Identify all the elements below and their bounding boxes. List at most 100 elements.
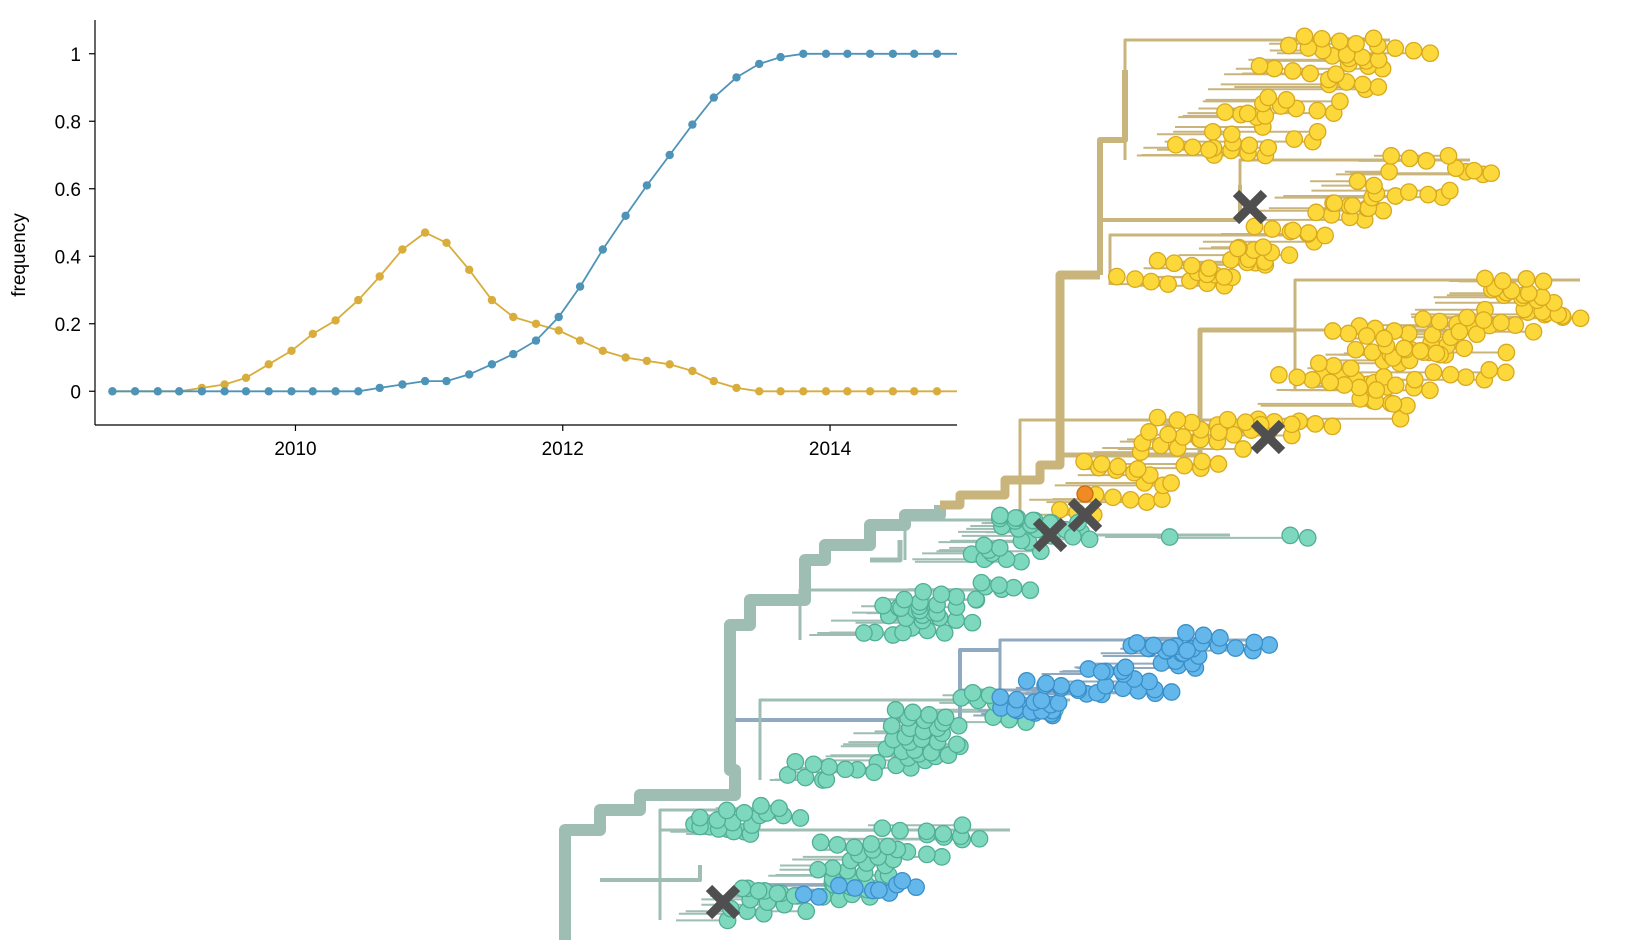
tree-tip — [1467, 325, 1486, 344]
tree-tip — [1037, 674, 1055, 693]
series-0-point — [331, 316, 340, 325]
tree-tip — [786, 752, 805, 771]
frequency-chart: 0 0.2 0.4 0.6 0.8 1 2010 2012 2014 frequency — [9, 20, 957, 460]
series-0-point — [755, 387, 764, 396]
series-0-point — [264, 360, 273, 369]
mutation-marker — [705, 884, 741, 920]
tree-tip — [1068, 679, 1087, 698]
series-1-point — [621, 211, 630, 220]
tree-tip — [1236, 413, 1255, 432]
series-1-point — [241, 387, 251, 396]
tree-tip — [1364, 29, 1383, 48]
tree-tip — [1323, 417, 1342, 436]
tree-tip — [917, 822, 936, 841]
tree-branch — [1100, 185, 1242, 222]
tree-tip — [1052, 677, 1071, 695]
tree-tip — [1282, 415, 1301, 434]
tree-tip — [1405, 370, 1424, 389]
tree-tip — [1165, 254, 1183, 273]
series-1-point — [442, 376, 451, 386]
series-0-point — [354, 295, 363, 305]
tree-tip — [1126, 270, 1144, 288]
tree-tip — [970, 829, 989, 848]
tree-tip — [1419, 185, 1438, 204]
series-0-point — [398, 245, 407, 254]
series-0-point — [509, 312, 518, 322]
tree-tip — [1051, 500, 1069, 519]
tree-tip — [1288, 368, 1307, 387]
tree-tip — [1321, 373, 1340, 392]
tree-tip — [1400, 183, 1418, 201]
tree-tip — [920, 706, 938, 724]
series-1-point — [732, 73, 741, 82]
tree-tip — [1075, 452, 1093, 471]
series-1-point — [420, 376, 430, 386]
series-1-point — [642, 181, 652, 190]
y-tick-label: 0.2 — [55, 315, 81, 336]
tree-tip — [1380, 162, 1398, 181]
tree-tip — [1259, 138, 1278, 157]
tree-tip — [1203, 122, 1222, 141]
tree-tip — [947, 587, 966, 606]
tree-tip — [735, 804, 754, 822]
tree-tip — [1148, 251, 1167, 270]
tree-tip — [1121, 490, 1140, 509]
tree-tip — [1216, 103, 1234, 121]
tree-tip — [1168, 411, 1187, 429]
tree-tip — [1200, 259, 1218, 278]
tree-tip — [1534, 272, 1553, 291]
mutation-marker — [1250, 419, 1286, 455]
tree-tip — [1524, 322, 1543, 341]
series-1-point — [776, 52, 785, 62]
tree-tip — [1159, 425, 1177, 444]
tree-tip — [1480, 361, 1499, 379]
series-0-point — [442, 238, 451, 247]
tree-tip — [1295, 27, 1314, 46]
tree-tip — [1283, 62, 1302, 80]
tree-tip — [1313, 29, 1331, 48]
tree-tip — [804, 755, 823, 774]
tree-tip — [1280, 246, 1299, 264]
tree-tip — [1228, 239, 1247, 258]
tree-tip — [1174, 428, 1192, 446]
tree-tip — [1476, 269, 1494, 288]
tree-tip — [1281, 526, 1300, 545]
phylogenetic-tree — [559, 27, 1590, 940]
tree-tip — [1142, 272, 1160, 291]
series-1-point — [910, 49, 919, 58]
series-0-point — [621, 353, 630, 362]
tree-tip — [1440, 181, 1459, 200]
tree-tip — [768, 884, 787, 903]
tree-tip — [991, 688, 1010, 707]
tree-tip — [1492, 313, 1510, 332]
tree-tip — [1456, 368, 1475, 387]
tree-tip — [1285, 130, 1304, 148]
tree-tip — [1215, 268, 1233, 286]
series-0-point — [910, 387, 919, 396]
series-1-point — [799, 49, 808, 58]
tree-tip — [1357, 327, 1376, 345]
series-0-point — [465, 265, 474, 274]
tree-tip — [1006, 509, 1025, 527]
series-0-point — [487, 295, 497, 305]
tree-tip — [1395, 339, 1413, 358]
tree-tip — [1240, 136, 1259, 155]
tree-tip — [1399, 324, 1418, 343]
tree-tip — [1496, 363, 1515, 382]
tree-tip — [886, 701, 905, 719]
tree-tip — [1092, 662, 1111, 681]
tree-tip — [1348, 172, 1367, 191]
tree-tip — [1343, 196, 1362, 215]
tree-tip — [932, 585, 951, 604]
tree-tip — [1458, 308, 1476, 327]
tree-tip — [1260, 636, 1279, 654]
tree-tip — [1482, 164, 1501, 183]
series-1-point — [375, 383, 384, 393]
tree-tip — [947, 735, 966, 754]
tree-tip — [1162, 474, 1180, 492]
tree-tip — [1222, 125, 1241, 144]
tree-tip — [1162, 683, 1181, 701]
tree-tip — [749, 882, 768, 900]
tree-tip — [1177, 624, 1195, 642]
tree-tip — [1330, 32, 1349, 51]
